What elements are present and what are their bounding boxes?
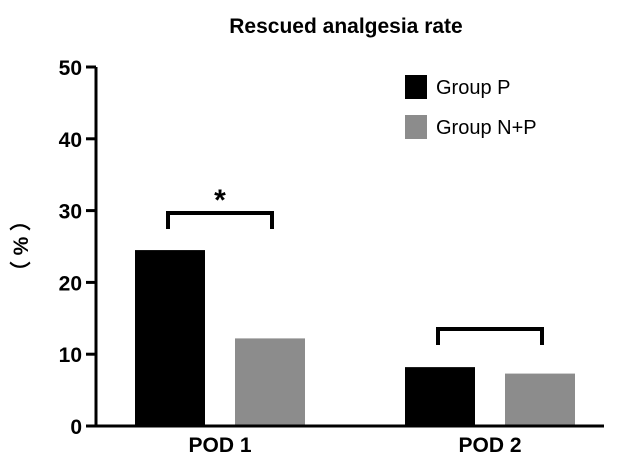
y-axis-title: （ % ） <box>9 210 33 282</box>
y-tick-label: 30 <box>59 201 82 224</box>
x-axis-labels: POD 1 POD 2 <box>188 434 521 457</box>
significance-bracket <box>166 211 274 229</box>
legend-label: Group N+P <box>436 117 537 139</box>
chart-title: Rescued analgesia rate <box>229 15 462 38</box>
legend-swatch <box>405 115 427 139</box>
y-axis-ticks: 0 10 20 30 40 50 <box>59 57 96 439</box>
x-tick-label: POD 1 <box>188 434 251 457</box>
bar-group-np-1 <box>235 338 305 426</box>
bar-group-p-2 <box>405 367 475 426</box>
significance-marker: * <box>214 184 226 217</box>
y-axis-label: （ % ） <box>9 210 33 282</box>
y-tick-label: 50 <box>59 57 82 80</box>
y-tick-label: 20 <box>59 272 82 295</box>
y-tick-label: 0 <box>70 416 82 439</box>
y-tick-label: 40 <box>59 129 82 152</box>
x-tick-label: POD 2 <box>458 434 521 457</box>
legend-label: Group P <box>436 77 510 99</box>
significance-annotations: * <box>166 184 544 345</box>
legend-swatch <box>405 75 427 99</box>
bar-series <box>86 250 604 428</box>
bar-group-np-2 <box>505 373 575 426</box>
bar-group-p-1 <box>135 250 205 426</box>
significance-bracket <box>436 327 544 345</box>
y-tick-label: 10 <box>59 344 82 367</box>
legend: Group P Group N+P <box>405 75 537 139</box>
